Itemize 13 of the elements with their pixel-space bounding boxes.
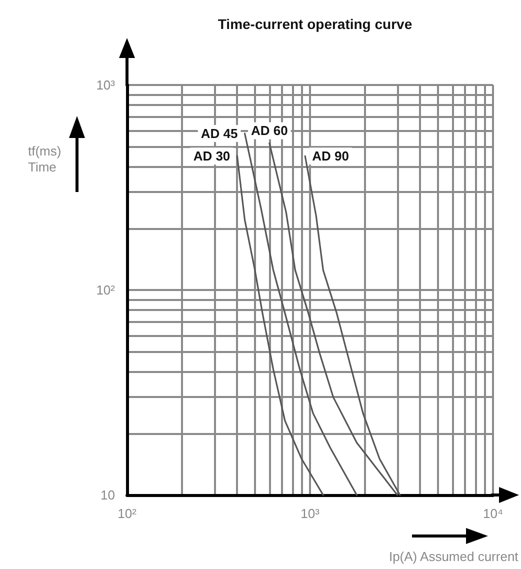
- x-tick-label: 10⁴: [482, 506, 504, 521]
- series-label: AD 45: [200, 126, 238, 141]
- series-label: AD 30: [193, 148, 230, 164]
- series-label: AD 60: [250, 123, 288, 138]
- y-tick-label: 10²: [96, 282, 116, 298]
- y-tick-label: 10: [100, 488, 115, 502]
- x-tick-label: 10³: [300, 506, 320, 521]
- series-label: AD 90: [312, 148, 349, 164]
- y-axis-title: tf(ms) Time: [28, 144, 62, 174]
- x-tick-label: 10²: [118, 506, 138, 521]
- chart-title: Time-current operating curve: [218, 16, 412, 32]
- y-tick-label: 10³: [96, 78, 116, 92]
- x-axis-title: Ip(A) Assumed current: [388, 549, 519, 564]
